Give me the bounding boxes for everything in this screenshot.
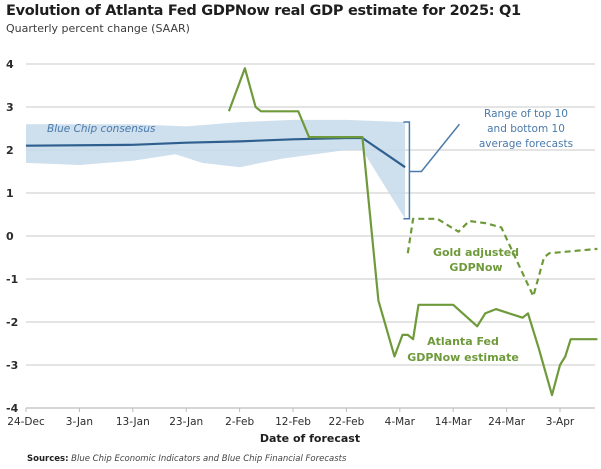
annotation-gdpnow-line: GDPNow estimate xyxy=(407,351,519,364)
y-tick-label: 3 xyxy=(6,101,14,114)
y-tick-label: 4 xyxy=(6,58,14,71)
annotation-gold-adjusted-line: GDPNow xyxy=(449,261,502,274)
x-tick-label: 24-Dec xyxy=(7,416,45,428)
atlanta-fed-gdpnow-estimate-line xyxy=(227,67,598,397)
gold-adjusted-gdpnow-line xyxy=(406,217,598,298)
x-tick-label: 4-Mar xyxy=(385,416,416,428)
annotation-gdpnow-line: Atlanta Fed xyxy=(427,335,499,348)
y-tick-label: 1 xyxy=(6,187,14,200)
range-bracket xyxy=(403,121,460,220)
y-tick-label: -1 xyxy=(6,273,18,286)
x-tick-label: 3-Apr xyxy=(546,416,575,428)
x-tick-label: 3-Jan xyxy=(66,416,93,428)
y-tick-label: -2 xyxy=(6,316,18,329)
y-tick-label: 2 xyxy=(6,144,14,157)
annotation-blue-chip-consensus: Blue Chip consensus xyxy=(47,123,156,135)
annotation-range-line: Range of top 10 xyxy=(484,108,568,120)
x-tick-label: 12-Feb xyxy=(275,416,311,428)
x-tick-label: 14-Mar xyxy=(435,416,473,428)
source-note: Sources: Blue Chip Economic Indicators a… xyxy=(27,454,346,464)
x-tick-label: 22-Feb xyxy=(329,416,365,428)
annotation-range-line: and bottom 10 xyxy=(487,123,565,135)
x-axis: 24-Dec 3-Jan 13-Jan 23-Jan 2-Feb 12-Feb 22-Feb… xyxy=(7,407,595,428)
chart-title: Evolution of Atlanta Fed GDPNow real GDP… xyxy=(6,3,521,19)
source-text: Blue Chip Economic Indicators and Blue C… xyxy=(71,454,347,464)
x-tick-label: 2-Feb xyxy=(225,416,254,428)
annotation-gold-adjusted-line: Gold adjusted xyxy=(433,246,519,259)
x-tick-label: 24-Mar xyxy=(488,416,526,428)
annotations: Blue Chip consensus Range of top 10 and bo… xyxy=(47,108,573,364)
x-tick-label: 23-Jan xyxy=(169,416,203,428)
y-tick-label: 0 xyxy=(6,230,14,243)
y-axis-ticks: 4 3 2 1 0 -1 -2 -3 -4 xyxy=(6,58,19,415)
source-label: Sources: xyxy=(27,454,69,464)
annotation-range-line: average forecasts xyxy=(479,138,573,150)
x-tick-label: 13-Jan xyxy=(116,416,150,428)
y-tick-label: -3 xyxy=(6,359,18,372)
x-axis-title: Date of forecast xyxy=(260,432,360,445)
series-lines xyxy=(25,67,598,397)
chart-subtitle: Quarterly percent change (SAAR) xyxy=(6,22,190,35)
y-tick-label: -4 xyxy=(6,402,19,415)
